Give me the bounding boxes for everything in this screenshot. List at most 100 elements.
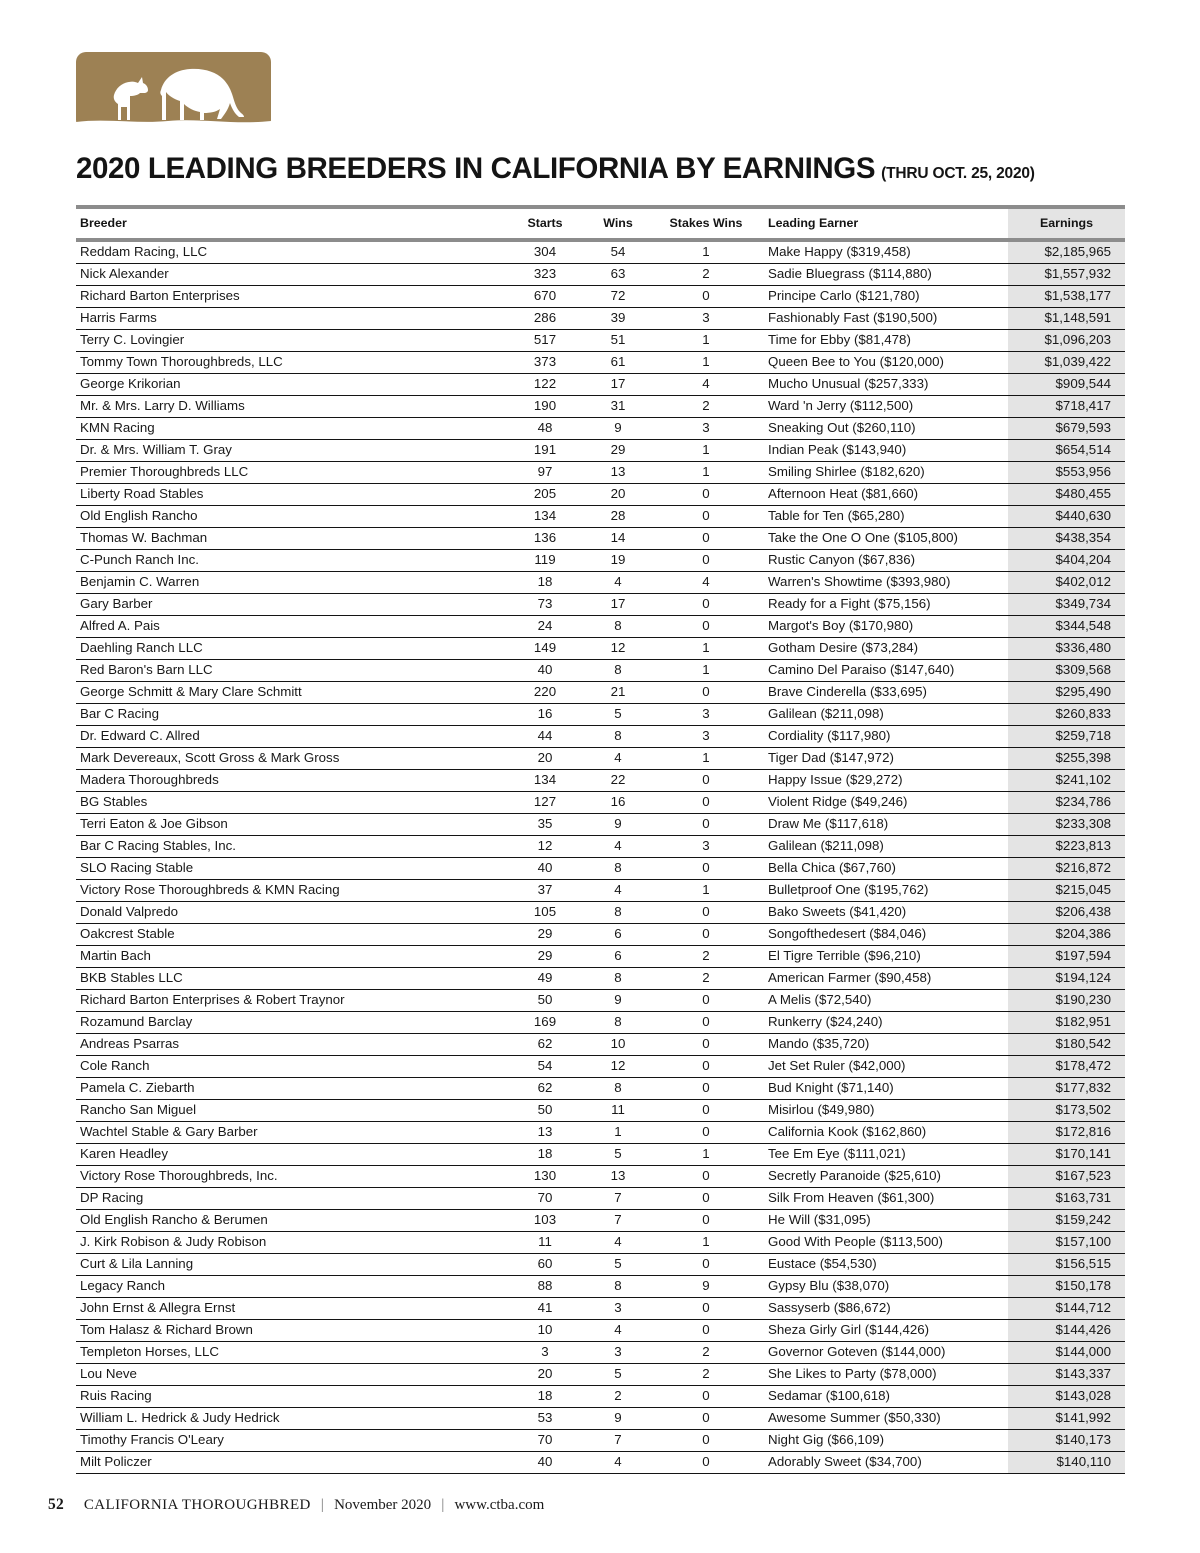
table-row: Templeton Horses, LLC 3 3 2 Governor Goteven… — [76, 1341, 1125, 1364]
cell-earnings: $2,185,965 — [1008, 240, 1125, 264]
cell-breeder: BKB Stables LLC — [76, 967, 506, 990]
table-row: Donald Valpredo 105 8 0 Bako Sweets ($41,420… — [76, 901, 1125, 924]
cell-stakes-wins: 0 — [652, 857, 760, 880]
cell-wins: 4 — [584, 571, 652, 594]
cell-breeder: Dr. Edward C. Allred — [76, 725, 506, 748]
cell-leading-earner: El Tigre Terrible ($96,210) — [760, 945, 1008, 968]
cell-stakes-wins: 1 — [652, 351, 760, 374]
table-body: Reddam Racing, LLC 304 54 1 Make Happy ($319… — [76, 240, 1125, 1474]
cell-starts: 35 — [506, 813, 584, 836]
cell-starts: 220 — [506, 681, 584, 704]
cell-wins: 9 — [584, 1407, 652, 1430]
cell-starts: 205 — [506, 483, 584, 506]
cell-leading-earner: Silk From Heaven ($61,300) — [760, 1187, 1008, 1210]
cell-stakes-wins: 0 — [652, 1385, 760, 1408]
cell-breeder: Gary Barber — [76, 593, 506, 616]
cell-leading-earner: Sassyserb ($86,672) — [760, 1297, 1008, 1320]
cell-stakes-wins: 2 — [652, 263, 760, 286]
cell-wins: 17 — [584, 593, 652, 616]
cell-breeder: Bar C Racing — [76, 703, 506, 726]
cell-starts: 190 — [506, 395, 584, 418]
cell-leading-earner: Time for Ebby ($81,478) — [760, 329, 1008, 352]
cell-breeder: Benjamin C. Warren — [76, 571, 506, 594]
cell-leading-earner: Galilean ($211,098) — [760, 835, 1008, 858]
cell-wins: 21 — [584, 681, 652, 704]
cell-breeder: Mr. & Mrs. Larry D. Williams — [76, 395, 506, 418]
cell-earnings: $260,833 — [1008, 703, 1125, 726]
cell-earnings: $1,096,203 — [1008, 329, 1125, 352]
cell-stakes-wins: 0 — [652, 527, 760, 550]
cell-starts: 70 — [506, 1429, 584, 1452]
cell-starts: 70 — [506, 1187, 584, 1210]
cell-breeder: J. Kirk Robison & Judy Robison — [76, 1231, 506, 1254]
cell-earnings: $1,557,932 — [1008, 263, 1125, 286]
cell-earnings: $140,110 — [1008, 1451, 1125, 1474]
cell-leading-earner: Fashionably Fast ($190,500) — [760, 307, 1008, 330]
cell-earnings: $190,230 — [1008, 989, 1125, 1012]
cell-breeder: Pamela C. Ziebarth — [76, 1077, 506, 1100]
cell-earnings: $241,102 — [1008, 769, 1125, 792]
cell-starts: 119 — [506, 549, 584, 572]
cell-wins: 4 — [584, 835, 652, 858]
cell-stakes-wins: 0 — [652, 989, 760, 1012]
cell-starts: 3 — [506, 1341, 584, 1364]
table-row: Legacy Ranch 88 8 9 Gypsy Blu ($38,070) $150,… — [76, 1275, 1125, 1298]
cell-breeder: Bar C Racing Stables, Inc. — [76, 835, 506, 858]
cell-wins: 8 — [584, 857, 652, 880]
cell-starts: 97 — [506, 461, 584, 484]
table-row: Rozamund Barclay 169 8 0 Runkerry ($24,240) $… — [76, 1011, 1125, 1034]
table-row: Terri Eaton & Joe Gibson 35 9 0 Draw Me ($11… — [76, 813, 1125, 836]
cell-stakes-wins: 0 — [652, 1253, 760, 1276]
ctba-logo — [76, 52, 271, 130]
cell-breeder: Old English Rancho — [76, 505, 506, 528]
cell-breeder: Liberty Road Stables — [76, 483, 506, 506]
cell-wins: 2 — [584, 1385, 652, 1408]
cell-starts: 373 — [506, 351, 584, 374]
cell-leading-earner: He Will ($31,095) — [760, 1209, 1008, 1232]
cell-starts: 286 — [506, 307, 584, 330]
cell-wins: 1 — [584, 1121, 652, 1144]
cell-earnings: $404,204 — [1008, 549, 1125, 572]
cell-wins: 12 — [584, 1055, 652, 1078]
cell-stakes-wins: 2 — [652, 945, 760, 968]
cell-starts: 323 — [506, 263, 584, 286]
cell-earnings: $157,100 — [1008, 1231, 1125, 1254]
cell-wins: 9 — [584, 813, 652, 836]
cell-breeder: Victory Rose Thoroughbreds & KMN Racing — [76, 879, 506, 902]
cell-leading-earner: Draw Me ($117,618) — [760, 813, 1008, 836]
cell-leading-earner: Misirlou ($49,980) — [760, 1099, 1008, 1122]
cell-starts: 54 — [506, 1055, 584, 1078]
cell-starts: 73 — [506, 593, 584, 616]
page-title-date-qualifier: (THRU OCT. 25, 2020) — [881, 165, 1035, 182]
cell-earnings: $206,438 — [1008, 901, 1125, 924]
cell-breeder: Lou Neve — [76, 1363, 506, 1386]
cell-wins: 5 — [584, 1363, 652, 1386]
cell-starts: 12 — [506, 835, 584, 858]
cell-leading-earner: Ward 'n Jerry ($112,500) — [760, 395, 1008, 418]
table-row: Victory Rose Thoroughbreds, Inc. 130 13 0 Se… — [76, 1165, 1125, 1188]
breeders-table: Breeder Starts Wins Stakes Wins Leading … — [76, 205, 1125, 1474]
cell-wins: 9 — [584, 989, 652, 1012]
cell-wins: 28 — [584, 505, 652, 528]
cell-leading-earner: Runkerry ($24,240) — [760, 1011, 1008, 1034]
cell-starts: 40 — [506, 857, 584, 880]
cell-leading-earner: Awesome Summer ($50,330) — [760, 1407, 1008, 1430]
cell-wins: 51 — [584, 329, 652, 352]
table-row: Wachtel Stable & Gary Barber 13 1 0 Californ… — [76, 1121, 1125, 1144]
cell-leading-earner: Principe Carlo ($121,780) — [760, 285, 1008, 308]
cell-stakes-wins: 0 — [652, 1165, 760, 1188]
cell-starts: 105 — [506, 901, 584, 924]
column-header-stakes-wins: Stakes Wins — [652, 205, 760, 242]
table-row: Bar C Racing Stables, Inc. 12 4 3 Galilean (… — [76, 835, 1125, 858]
cell-earnings: $182,951 — [1008, 1011, 1125, 1034]
cell-starts: 304 — [506, 240, 584, 264]
cell-breeder: DP Racing — [76, 1187, 506, 1210]
cell-leading-earner: Warren's Showtime ($393,980) — [760, 571, 1008, 594]
cell-leading-earner: Tee Em Eye ($111,021) — [760, 1143, 1008, 1166]
cell-leading-earner: Margot's Boy ($170,980) — [760, 615, 1008, 638]
cell-earnings: $402,012 — [1008, 571, 1125, 594]
cell-earnings: $223,813 — [1008, 835, 1125, 858]
cell-breeder: Tom Halasz & Richard Brown — [76, 1319, 506, 1342]
column-header-breeder: Breeder — [76, 205, 506, 242]
cell-breeder: Donald Valpredo — [76, 901, 506, 924]
